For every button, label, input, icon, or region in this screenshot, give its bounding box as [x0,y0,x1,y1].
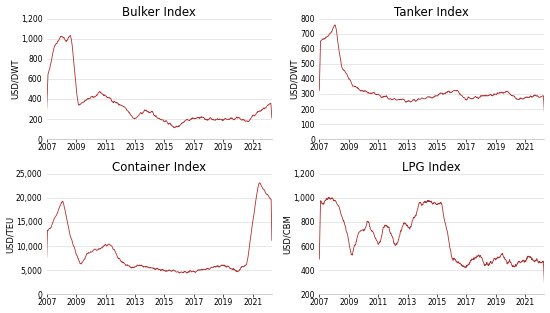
Y-axis label: USD/DWT: USD/DWT [290,59,299,99]
Y-axis label: USD/CBM: USD/CBM [283,214,292,254]
Title: LPG Index: LPG Index [403,161,461,174]
Title: Bulker Index: Bulker Index [122,6,196,18]
Y-axis label: USD/DWT: USD/DWT [10,59,19,99]
Title: Container Index: Container Index [112,161,206,174]
Y-axis label: USD/TEU: USD/TEU [6,215,14,253]
Title: Tanker Index: Tanker Index [394,6,469,18]
